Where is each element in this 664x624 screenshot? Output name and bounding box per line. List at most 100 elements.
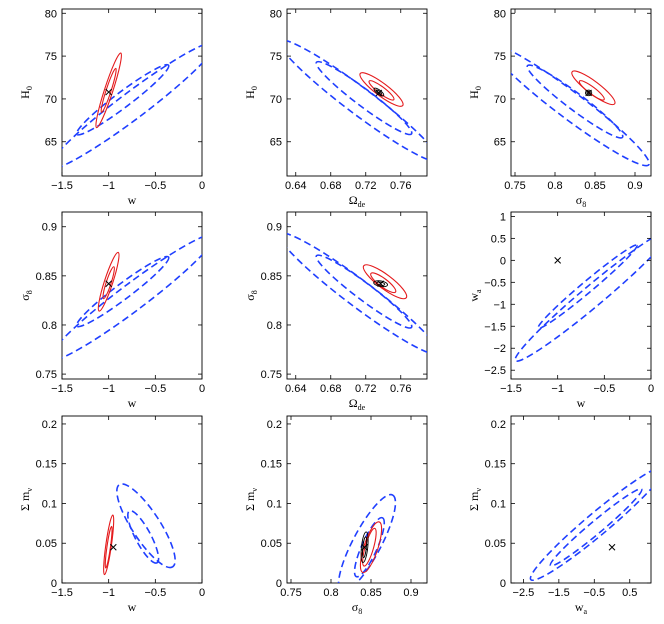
outer-contour-1	[127, 509, 160, 564]
x-tick-label: 0.9	[403, 587, 418, 599]
y-axis-label: H0	[243, 86, 259, 99]
x-axis-label: w	[128, 600, 137, 614]
panel-wa-mnu: −2.5 −1.5 −0.5 0.5 0 0.05 0.1 0.15 0.2 wa Σ mν	[467, 415, 652, 616]
panel-w-wa: −1.5 −1 −0.5 0 −2.5 −2 −1.5 −1 −0.5 0 0.5 1 w wa	[467, 211, 654, 410]
fiducial-marker	[361, 543, 368, 551]
panel-w-mnu: −1.5 −1 −0.5 0 0 0.05 0.1 0.15 0.2 w Σ mν	[18, 415, 205, 614]
x-tick-label: −1	[551, 383, 564, 395]
outer-contour-0	[287, 231, 427, 356]
inner-contour-4	[360, 531, 369, 563]
y-tick-label: 0.2	[267, 419, 282, 431]
x-tick-label: 0.76	[390, 180, 411, 192]
y-tick-label: 0	[276, 578, 282, 590]
panel-Ode-s8: 0.64 0.68 0.72 0.76 0.75 0.8 0.85 0.9 Ωde σ8	[243, 211, 428, 412]
plot-frame	[286, 211, 428, 380]
x-tick-label: −1.5	[51, 180, 73, 192]
y-tick-label: 70	[45, 94, 57, 106]
x-tick-label: 0.68	[320, 180, 341, 192]
x-tick-label: −1.5	[51, 587, 73, 599]
plot-frame	[510, 211, 652, 380]
x-tick-label: −1	[102, 180, 115, 192]
y-tick-label: 65	[494, 137, 506, 149]
outer-contour-1	[75, 63, 170, 136]
y-tick-label: 0.8	[42, 320, 57, 332]
x-axis-label: w	[128, 396, 137, 410]
y-tick-label: 0.1	[491, 498, 506, 510]
inner-contour-5	[376, 281, 386, 286]
x-tick-label: 0.75	[280, 587, 301, 599]
y-axis-label: Σ mν	[467, 488, 483, 511]
x-tick-label: −0.5	[144, 587, 166, 599]
x-tick-label: 0.8	[547, 180, 562, 192]
x-tick-label: −0.5	[144, 180, 166, 192]
middle-contour-2	[362, 264, 408, 300]
fiducial-marker	[375, 89, 383, 97]
x-axis-label: wa	[575, 600, 588, 616]
x-tick-label: 0.85	[360, 587, 381, 599]
x-tick-label: 0.64	[285, 383, 306, 395]
outer-contour-1	[315, 254, 413, 329]
contours	[511, 43, 650, 167]
y-tick-label: 0.85	[261, 271, 282, 283]
y-axis-label: σ8	[243, 290, 259, 300]
contours	[514, 228, 651, 363]
contours	[287, 231, 427, 356]
y-tick-label: 0.2	[491, 419, 506, 431]
fiducial-marker	[105, 88, 113, 96]
fiducial-marker	[585, 89, 592, 97]
plot-frame	[286, 415, 428, 584]
x-tick-label: 0.85	[584, 180, 605, 192]
panel-w-H0: −1.5 −1 −0.5 0 65 70 75 80 w H0	[18, 8, 205, 207]
panel-s8-H0: 0.75 0.8 0.85 0.9 65 70 75 80 σ8 H0	[467, 8, 652, 209]
x-tick-label: −1.5	[500, 383, 522, 395]
panel-w-s8: −1.5 −1 −0.5 0 0.75 0.8 0.85 0.9 w σ8	[18, 211, 205, 410]
outer-contour-0	[116, 483, 176, 569]
y-tick-label: 0.1	[267, 498, 282, 510]
outer-contour-0	[62, 233, 202, 362]
panel-s8-mnu: 0.75 0.8 0.85 0.9 0 0.05 0.1 0.15 0.2 σ8 Σ mν	[243, 415, 428, 616]
y-tick-label: 70	[494, 94, 506, 106]
x-tick-label: 0.9	[627, 180, 642, 192]
x-axis-label: w	[128, 193, 137, 207]
outer-contour-1	[537, 244, 638, 330]
outer-contour-0	[287, 39, 427, 163]
x-tick-label: 0.75	[504, 180, 525, 192]
x-tick-label: −1.5	[51, 383, 73, 395]
x-tick-label: 0.8	[323, 587, 338, 599]
x-tick-label: 0	[199, 180, 205, 192]
panel-Ode-H0: 0.64 0.68 0.72 0.76 65 70 75 80 Ωde H0	[243, 8, 428, 209]
y-tick-label: 0	[500, 255, 506, 267]
fiducial-marker	[554, 256, 562, 264]
plot-frame	[510, 415, 652, 584]
outer-contour-0	[514, 228, 651, 363]
y-tick-label: 0.15	[36, 459, 57, 471]
y-tick-label: −2.5	[484, 365, 506, 377]
y-tick-label: 0.75	[36, 369, 57, 381]
x-tick-label: −0.5	[583, 587, 605, 599]
contours	[337, 493, 397, 583]
y-tick-label: 0.8	[267, 320, 282, 332]
x-tick-label: 0.64	[285, 180, 306, 192]
x-axis-label: σ8	[352, 600, 362, 616]
inner-contour-4	[584, 89, 593, 97]
y-tick-label: 75	[494, 51, 506, 63]
outer-contour-1	[75, 255, 170, 328]
y-tick-label: 65	[45, 137, 57, 149]
y-tick-label: −2	[493, 343, 506, 355]
plot-frame	[510, 8, 652, 177]
middle-contour-2	[95, 52, 122, 129]
fiducial-marker	[105, 280, 113, 288]
y-tick-label: 75	[270, 51, 282, 63]
contours	[103, 483, 176, 576]
x-tick-label: 0	[648, 383, 654, 395]
y-tick-label: 0	[500, 578, 506, 590]
y-tick-label: 0	[51, 578, 57, 590]
y-tick-label: 0.15	[261, 459, 282, 471]
plot-frame	[61, 8, 203, 177]
y-tick-label: 0.85	[36, 271, 57, 283]
middle-contour-2	[359, 521, 383, 574]
y-axis-label: Σ mν	[18, 488, 34, 511]
outer-contour-0	[529, 465, 651, 582]
x-axis-label: w	[577, 396, 586, 410]
middle-contour-2	[97, 251, 120, 312]
